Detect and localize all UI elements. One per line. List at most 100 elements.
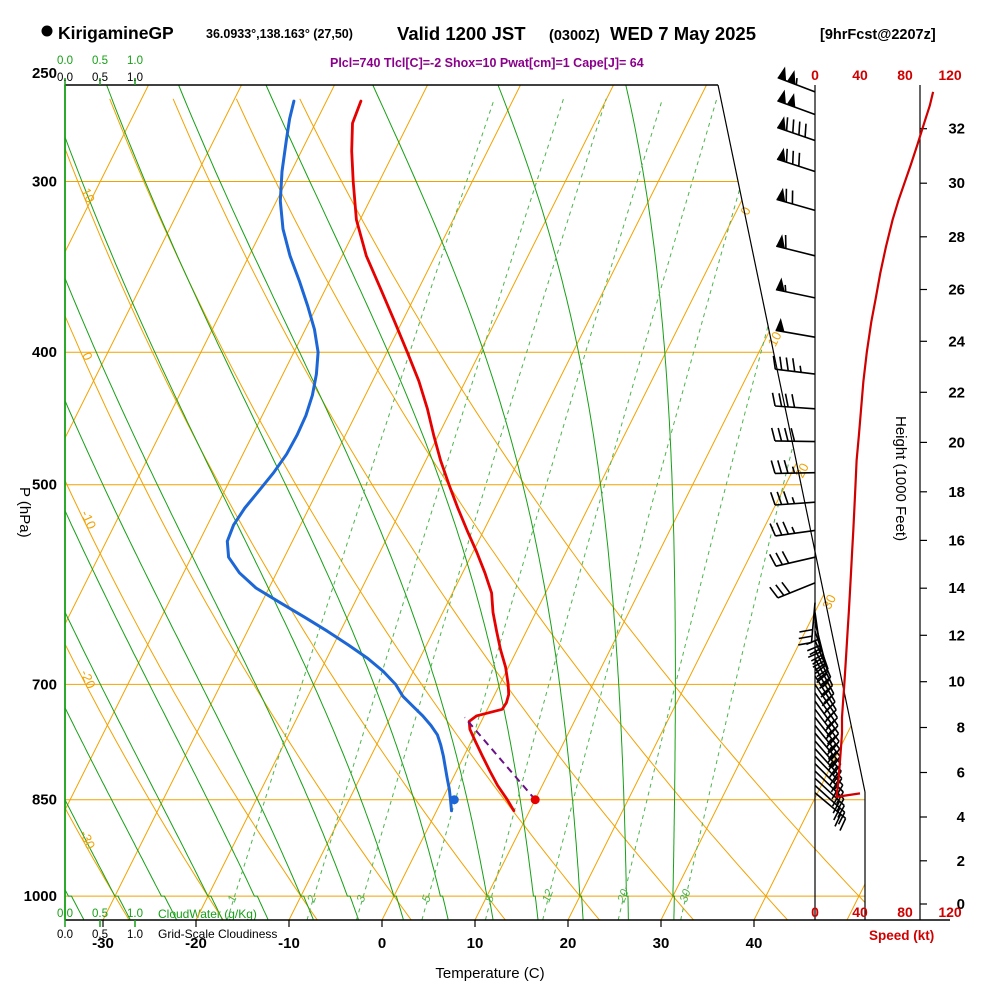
height-tick-label: 26: [948, 282, 965, 299]
moist-adiabat-line: [65, 85, 314, 920]
sounding-params: Plcl=740 Tlcl[C]=-2 Shox=10 Pwat[cm]=1 C…: [330, 56, 644, 70]
pressure-tick-label: 1000: [24, 888, 57, 905]
isotherm-label: 30: [819, 592, 839, 612]
mixing-ratio-line: [356, 98, 607, 920]
isotherm-label: 20: [792, 461, 812, 481]
moist-adiabat-line: [65, 85, 177, 920]
surface-dewpoint-dot: [449, 795, 459, 805]
wind-barb: [798, 602, 816, 646]
cloudiness-scale-top: 0.0: [57, 72, 73, 84]
wind-barb: [777, 89, 816, 116]
mixing-ratio-label: 3: [355, 893, 369, 904]
dewpoint-curve: [225, 99, 453, 813]
wind-barb: [814, 777, 846, 818]
wind-barb: [769, 521, 816, 537]
isotherm-line: [288, 85, 707, 920]
pressure-tick-label: 300: [32, 174, 57, 191]
moist-and-mixing-lines: [65, 85, 865, 920]
mixing-ratio-label: 8: [483, 893, 497, 904]
cloudwater-scale-bottom: 1.0: [127, 908, 143, 920]
wind-barb: [771, 392, 816, 410]
temp-tick-label: -30: [92, 935, 114, 952]
height-tick-label: 28: [948, 229, 965, 246]
dry-adiabat-line: [65, 98, 506, 920]
height-tick-label: 12: [948, 627, 965, 644]
isotherm-line: [567, 85, 865, 920]
isotherm-line: [65, 85, 242, 920]
speed-tick-label-top: 0: [811, 67, 819, 83]
isotherm-line: [65, 85, 428, 920]
height-tick-label: 0: [957, 896, 965, 913]
dry-adiabat-label: -30: [77, 828, 98, 851]
mixing-ratio-label: 5: [420, 893, 434, 904]
wind-barb: [777, 66, 816, 93]
dry-adiabat-label: -10: [78, 508, 99, 531]
wind-speed-curve: [835, 91, 935, 798]
temp-tick-label: -20: [185, 935, 207, 952]
temp-tick-label: 10: [467, 935, 484, 952]
dry-adiabat-line: [65, 98, 224, 920]
moist-adiabat-line: [106, 85, 449, 920]
wind-barb: [814, 716, 841, 761]
mixing-ratio-line: [226, 98, 495, 920]
isotherm-line: [846, 85, 865, 920]
pressure-tick-label: 700: [32, 676, 57, 693]
cloudiness-scale-bottom: 0.5: [92, 929, 108, 941]
speed-tick-label-bottom: 80: [897, 904, 913, 920]
height-tick-label: 4: [957, 809, 966, 826]
speed-tick-label-bottom: 0: [811, 904, 819, 920]
temp-tick-label: -10: [278, 935, 300, 952]
isotherm-line: [195, 85, 614, 920]
temperature-curve: [350, 99, 516, 813]
wind-barb: [776, 187, 816, 212]
dry-adiabat-label: -20: [77, 668, 98, 691]
cloudiness-axis-title: Grid-Scale Cloudiness: [158, 927, 277, 941]
pressure-tick-label: 400: [32, 344, 57, 361]
cloudiness-scale-bottom: 1.0: [127, 929, 143, 941]
cloudiness-scale-bottom: 0.0: [57, 929, 73, 941]
wind-barb: [775, 277, 816, 299]
dry-adiabat-line: [65, 98, 318, 920]
wind-barb: [772, 355, 816, 375]
height-tick-label: 8: [957, 720, 965, 737]
height-tick-label: 30: [948, 175, 965, 192]
cloudwater-scale-bottom: 0.5: [92, 908, 108, 920]
temp-tick-label: 40: [746, 935, 763, 952]
mixing-ratio-line: [680, 98, 865, 920]
mixing-ratio-label: 30: [678, 887, 694, 904]
moist-adiabat-line: [65, 85, 359, 920]
wind-barb: [814, 732, 842, 776]
valid-utc: (0300Z): [549, 28, 600, 44]
mixing-ratio-line: [306, 98, 564, 920]
cloudwater-scale-top: 1.0: [127, 55, 143, 67]
wind-barb: [814, 708, 840, 753]
wind-barb: [776, 147, 816, 173]
station-name: KirigamineGP: [58, 23, 174, 43]
cloudiness-scale-top: 0.5: [92, 72, 108, 84]
moist-adiabat-line: [625, 85, 676, 920]
moist-adiabat-line: [65, 85, 404, 920]
dry-adiabat-line: [299, 98, 865, 920]
generated-chart-layers: 1 2 3 5 8 12 20 30100-10-20-3001020302503004005…: [24, 55, 966, 952]
mixing-ratio-line: [617, 98, 831, 920]
cloudwater-scale-top: 0.0: [57, 55, 73, 67]
station-coords: 36.0933°,138.163° (27,50): [206, 27, 353, 41]
corner-cut-line: [717, 84, 866, 793]
height-axis-title: Height (1000 Feet): [892, 416, 909, 541]
temp-tick-label: 20: [560, 935, 577, 952]
wind-barb: [814, 724, 841, 768]
speed-tick-label-bottom: 40: [852, 904, 868, 920]
cloudiness-scale-top: 1.0: [127, 72, 143, 84]
cloudwater-scale-bottom: 0.0: [57, 908, 73, 920]
pressure-tick-label: 850: [32, 792, 57, 809]
moist-adiabat-line: [65, 85, 223, 920]
pressure-axis-title: P (hPa): [16, 487, 33, 538]
isotherm-line: [660, 85, 865, 920]
speed-axis-title: Speed (kt): [869, 928, 934, 943]
speed-tick-label-top: 40: [852, 67, 868, 83]
dry-adiabat-line: [65, 98, 412, 920]
dry-adiabat-line: [109, 98, 600, 920]
height-tick-label: 10: [948, 674, 965, 691]
